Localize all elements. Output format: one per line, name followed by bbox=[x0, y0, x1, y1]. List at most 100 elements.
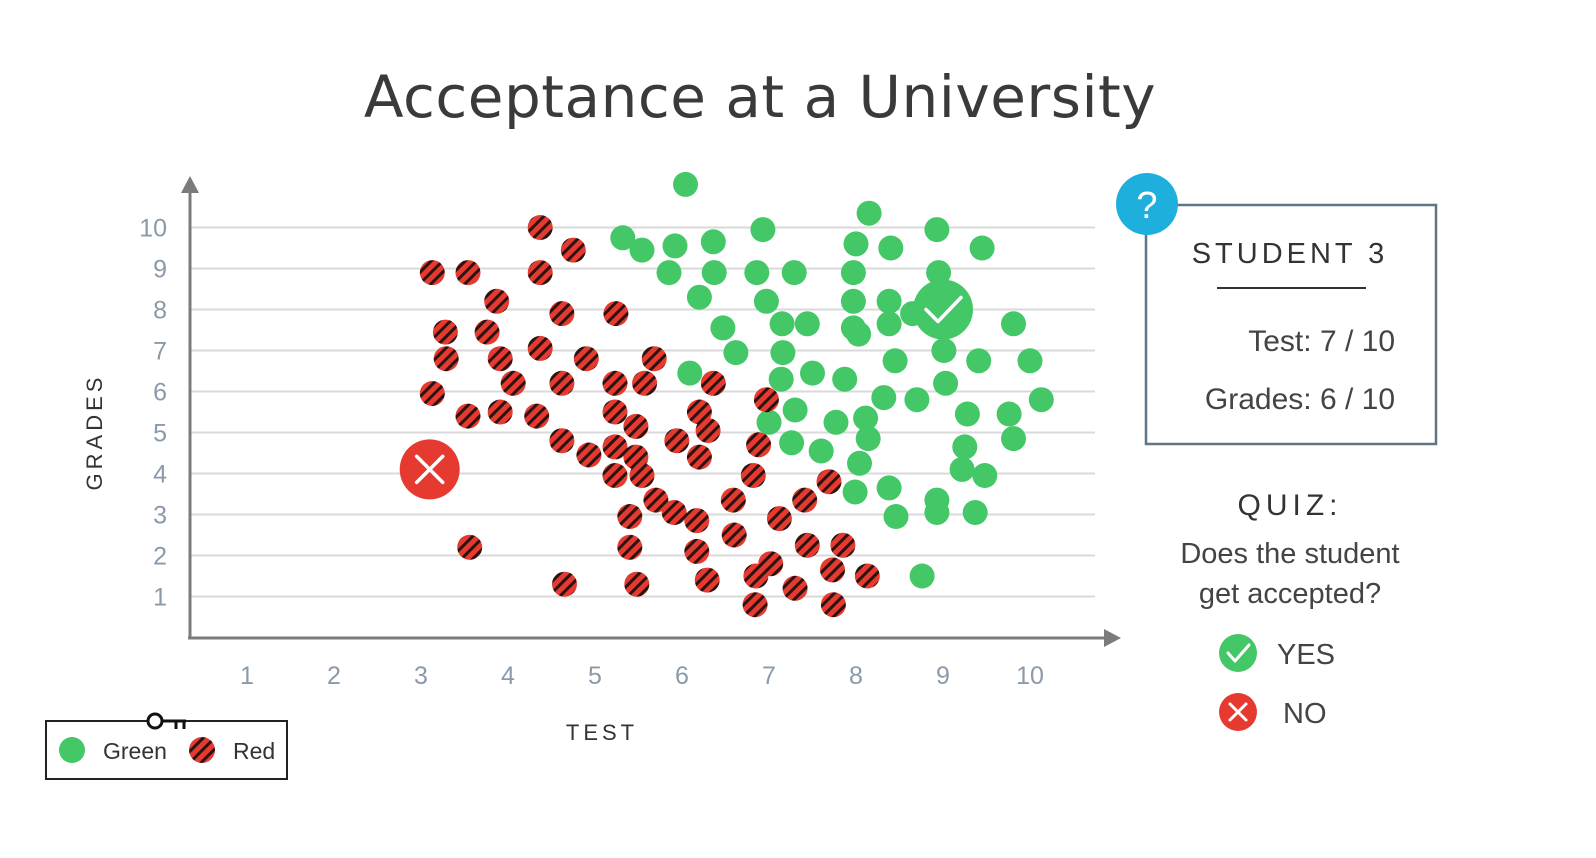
accepted-point bbox=[954, 401, 980, 427]
accepted-point bbox=[610, 225, 636, 251]
rejected-point bbox=[686, 444, 712, 470]
y-tick-label: 10 bbox=[139, 215, 167, 243]
rejected-point bbox=[720, 487, 746, 513]
accepted-point bbox=[753, 288, 779, 314]
rejected-point bbox=[474, 319, 500, 345]
accepted-point bbox=[924, 500, 950, 525]
accepted-point bbox=[1028, 387, 1054, 413]
cross-icon bbox=[414, 454, 445, 485]
rejected-point bbox=[694, 567, 720, 593]
quiz-option-no[interactable]: NO bbox=[1219, 693, 1327, 731]
rejected-point bbox=[664, 428, 690, 454]
rejected-point bbox=[782, 575, 808, 601]
accepted-point bbox=[847, 450, 872, 476]
accepted-point bbox=[701, 260, 727, 286]
rejected-point bbox=[602, 434, 628, 460]
student-panel: ? STUDENT 3 Test: 7 / 10 Grades: 6 / 10 bbox=[1116, 173, 1438, 446]
accepted-point bbox=[883, 504, 909, 529]
accepted-point bbox=[832, 366, 858, 392]
x-tick-label: 6 bbox=[675, 662, 689, 690]
x-axis-arrow-icon bbox=[1104, 629, 1121, 647]
y-axis-title: GRADES bbox=[82, 374, 107, 491]
y-tick-label: 1 bbox=[153, 584, 167, 612]
rejected-point bbox=[576, 442, 602, 468]
x-tick-label: 9 bbox=[936, 662, 950, 690]
x-tick-label: 5 bbox=[588, 662, 602, 690]
rejected-point bbox=[643, 487, 669, 513]
accepted-point bbox=[723, 340, 749, 366]
rejected-point bbox=[641, 346, 667, 372]
accepted-point bbox=[924, 217, 950, 243]
accepted-point bbox=[972, 463, 998, 488]
accepted-point bbox=[779, 430, 805, 456]
rejected-point bbox=[603, 301, 629, 327]
y-tick-label: 9 bbox=[153, 256, 167, 284]
legend-red-swatch bbox=[189, 737, 215, 763]
accepted-point bbox=[794, 311, 820, 337]
rejected-point bbox=[419, 381, 445, 406]
accepted-point bbox=[855, 426, 881, 452]
x-tick-label: 7 bbox=[762, 662, 776, 690]
rejected-point bbox=[455, 260, 481, 286]
rejected-point bbox=[830, 532, 856, 558]
accepted-point bbox=[1017, 348, 1043, 374]
student-panel-frame bbox=[1144, 203, 1438, 446]
quiz-option-yes[interactable]: YES bbox=[1219, 634, 1335, 672]
rejected-point bbox=[433, 346, 459, 372]
accepted-point bbox=[1001, 426, 1026, 452]
accepted-point bbox=[962, 500, 988, 525]
accepted-point bbox=[662, 233, 688, 259]
rejected-point bbox=[758, 551, 784, 577]
rejected-point bbox=[419, 260, 445, 286]
test-score-text: Test: 7 / 10 bbox=[1248, 325, 1395, 358]
accepted-point bbox=[770, 340, 796, 366]
rejected-point bbox=[753, 387, 779, 413]
highlight-rejected-point bbox=[399, 439, 460, 500]
yes-label[interactable]: YES bbox=[1277, 639, 1335, 671]
rejected-point bbox=[721, 522, 747, 548]
rejected-point bbox=[552, 571, 577, 597]
accepted-point bbox=[750, 217, 776, 243]
accepted-point bbox=[756, 409, 782, 435]
rejected-point bbox=[527, 335, 553, 361]
rejected-point bbox=[560, 237, 586, 263]
rejected-point bbox=[617, 534, 643, 560]
accepted-point bbox=[949, 456, 975, 482]
accepted-point bbox=[800, 360, 825, 386]
rejected-point bbox=[661, 500, 687, 525]
quiz-heading: QUIZ: bbox=[1238, 489, 1343, 522]
accepted-point bbox=[909, 563, 935, 589]
no-label[interactable]: NO bbox=[1283, 698, 1327, 730]
accepted-point bbox=[673, 171, 698, 197]
y-axis-arrow-icon bbox=[181, 176, 199, 193]
accepted-point bbox=[781, 260, 807, 286]
legend-green-swatch bbox=[59, 737, 85, 763]
accepted-point bbox=[629, 237, 655, 263]
rejected-point bbox=[527, 215, 553, 240]
student-heading: STUDENT 3 bbox=[1192, 238, 1389, 270]
key-icon bbox=[146, 712, 186, 730]
rejected-point bbox=[684, 508, 710, 534]
rejected-point bbox=[573, 346, 599, 372]
accepted-point bbox=[882, 348, 908, 374]
y-tick-label: 7 bbox=[153, 338, 167, 366]
yes-circle[interactable] bbox=[1219, 634, 1257, 672]
x-tick-label: 10 bbox=[1016, 662, 1044, 690]
accepted-point bbox=[782, 397, 808, 423]
accepted-point bbox=[996, 401, 1022, 427]
rejected-point bbox=[617, 504, 643, 529]
rejected-point bbox=[816, 469, 842, 495]
grades-score-text: Grades: 6 / 10 bbox=[1205, 383, 1395, 416]
accepted-point bbox=[876, 311, 902, 337]
cross-stroke bbox=[414, 454, 445, 485]
accepted-point bbox=[823, 409, 849, 435]
accepted-point bbox=[768, 366, 794, 392]
quiz-question-line1: Does the student bbox=[1180, 538, 1399, 570]
help-badge[interactable] bbox=[1116, 173, 1178, 235]
x-tick-label: 3 bbox=[414, 662, 428, 690]
highlighted-points bbox=[399, 279, 973, 500]
quiz: QUIZ: Does the student get accepted? YES… bbox=[1180, 489, 1400, 731]
accepted-point bbox=[1001, 311, 1026, 337]
y-tick-label: 3 bbox=[153, 502, 167, 530]
accepted-point bbox=[876, 475, 902, 501]
